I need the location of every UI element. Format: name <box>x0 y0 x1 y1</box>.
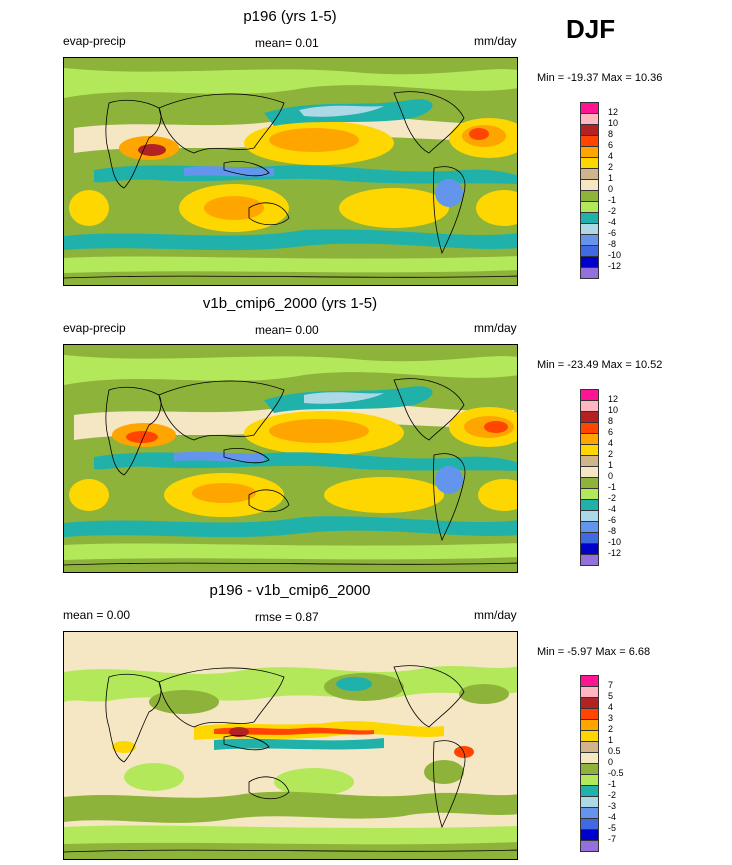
panel-1-colorbar-label: -6 <box>608 228 617 238</box>
panel-1-colorbar-label: 12 <box>608 107 619 117</box>
panel-1-colorbar-label: 2 <box>608 162 614 172</box>
panel-2-colorbar-label: -4 <box>608 504 617 514</box>
panel-2-field-label: evap-precip <box>63 321 126 335</box>
panel-3-colorbar-label: 2 <box>608 724 614 734</box>
panel-2-colorbar-label: 6 <box>608 427 614 437</box>
panel-2-colorbar-label: 10 <box>608 405 619 415</box>
panel-2-colorbar-label: 1 <box>608 460 614 470</box>
panel-1-colorbar-label: 8 <box>608 129 614 139</box>
panel-3-colorbar-label: 1 <box>608 735 614 745</box>
panel-2-colorbar-label: 12 <box>608 394 619 404</box>
panel-2-mean: mean= 0.00 <box>255 323 319 337</box>
panel-3-colorbar-label: 4 <box>608 702 614 712</box>
season-label: DJF <box>566 14 616 44</box>
panel-3-colorbar-label: -7 <box>608 834 617 844</box>
panel-1-colorbar-label: -8 <box>608 239 617 249</box>
panel-2-map <box>63 344 518 573</box>
panel-3-rmse: rmse = 0.87 <box>255 610 319 624</box>
panel-3-map-graphic <box>64 632 517 859</box>
panel-1-colorbar-label: -4 <box>608 217 617 227</box>
panel-1-colorbar-label: 1 <box>608 173 614 183</box>
panel-3-title: p196 - v1b_cmip6_2000 <box>209 582 371 599</box>
panel-3-colorbar-label: 7 <box>608 680 614 690</box>
panel-2-colorbar-label: 8 <box>608 416 614 426</box>
panel-3-colorbar-label: -5 <box>608 823 617 833</box>
panel-3-map <box>63 631 518 860</box>
panel-2-title: v1b_cmip6_2000 (yrs 1-5) <box>202 295 378 312</box>
panel-1-units: mm/day <box>474 34 517 48</box>
panel-1-title: p196 (yrs 1-5) <box>243 8 337 25</box>
panel-1-colorbar-label: -1 <box>608 195 617 205</box>
panel-1-colorbar-label: -12 <box>608 261 622 271</box>
panel-3-mean: mean = 0.00 <box>63 608 131 622</box>
panel-2-minmax: Min = -23.49 Max = 10.52 <box>537 359 663 371</box>
panel-1-colorbar-label: 6 <box>608 140 614 150</box>
panel-2-map-graphic <box>64 345 517 572</box>
panel-1-colorbar-label: 10 <box>608 118 619 128</box>
panel-3-units: mm/day <box>474 608 517 622</box>
panel-1-swatch <box>580 267 599 279</box>
panel-2-swatch <box>580 554 599 566</box>
panel-3-colorbar-label: -0.5 <box>608 768 624 778</box>
panel-2-colorbar-label: 2 <box>608 449 614 459</box>
panel-2-colorbar-label: -2 <box>608 493 617 503</box>
panel-3-colorbar-label: -3 <box>608 801 617 811</box>
panel-1-minmax: Min = -19.37 Max = 10.36 <box>537 72 663 84</box>
panel-1-mean: mean= 0.01 <box>255 36 319 50</box>
panel-1-colorbar-label: -10 <box>608 250 622 260</box>
panel-1-colorbar-label: 0 <box>608 184 614 194</box>
panel-3-colorbar-label: 5 <box>608 691 614 701</box>
panel-3-colorbar-label: -4 <box>608 812 617 822</box>
panel-3-colorbar-label: -2 <box>608 790 617 800</box>
panel-1-colorbar-label: -2 <box>608 206 617 216</box>
panel-1-field-label: evap-precip <box>63 34 126 48</box>
panel-2-colorbar-label: -10 <box>608 537 622 547</box>
panel-2-units: mm/day <box>474 321 517 335</box>
panel-2-colorbar-label: -1 <box>608 482 617 492</box>
panel-3-colorbar-label: 0 <box>608 757 614 767</box>
panel-2-colorbar-label: -12 <box>608 548 622 558</box>
panel-2-colorbar-label: 0 <box>608 471 614 481</box>
panel-3-colorbar-label: -1 <box>608 779 617 789</box>
panel-3-minmax: Min = -5.97 Max = 6.68 <box>537 646 651 658</box>
panel-1-map <box>63 57 518 286</box>
panel-2-colorbar-label: -8 <box>608 526 617 536</box>
panel-3-swatch <box>580 840 599 852</box>
panel-3-colorbar-label: 3 <box>608 713 614 723</box>
panel-1-colorbar-label: 4 <box>608 151 614 161</box>
panel-2-colorbar-label: 4 <box>608 438 614 448</box>
panel-3-colorbar-label: 0.5 <box>608 746 621 756</box>
panel-2-colorbar-label: -6 <box>608 515 617 525</box>
panel-1-map-graphic <box>64 58 517 285</box>
